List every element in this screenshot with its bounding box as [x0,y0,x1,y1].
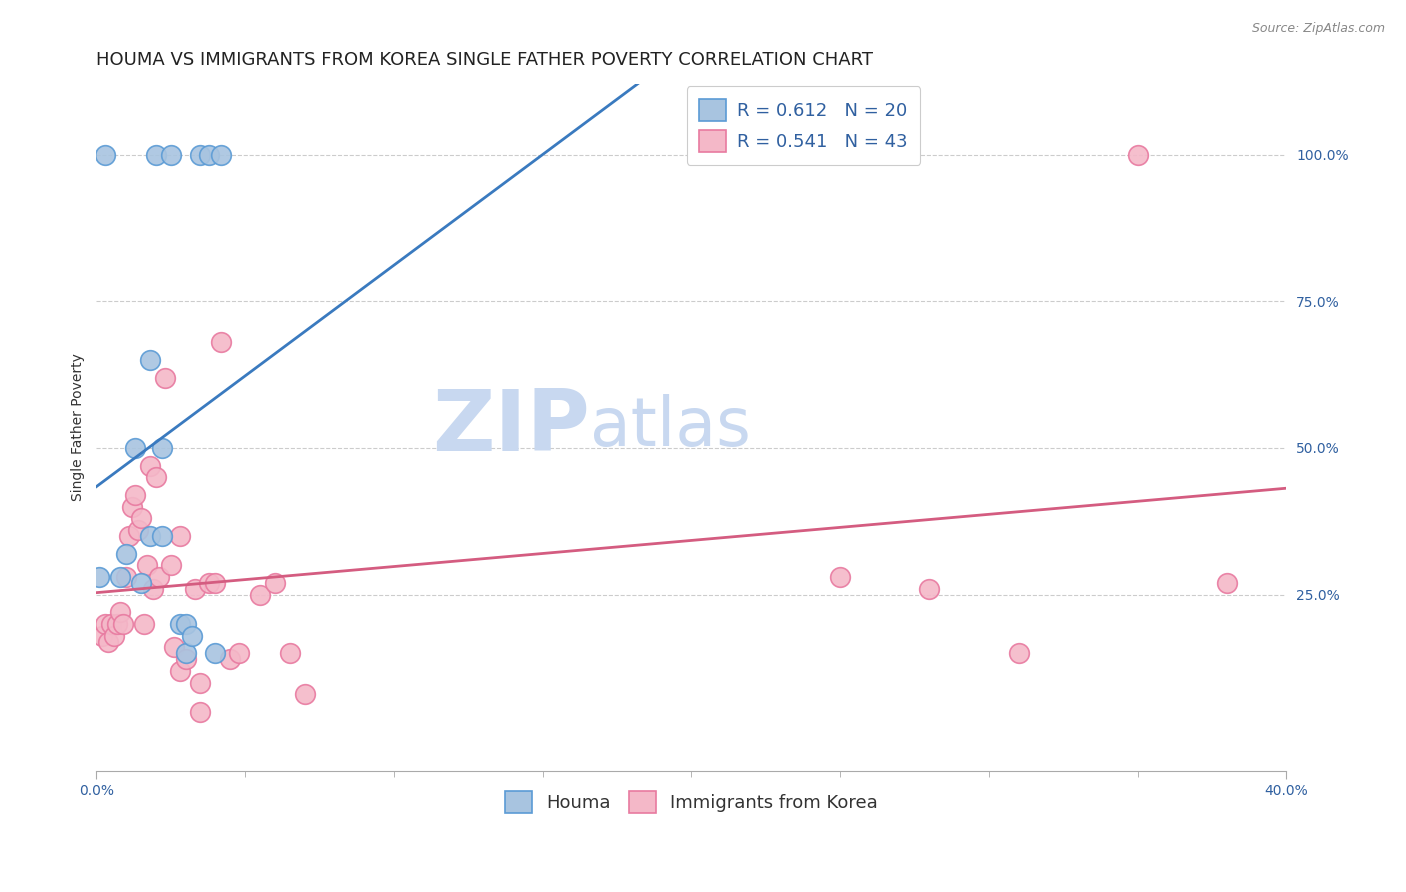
Point [209,147,232,161]
Point [89,570,111,584]
Point [129,511,152,525]
Point [198,147,221,161]
Point [294,687,316,701]
Point [190,705,212,719]
Point [94,147,117,161]
Point [139,529,162,543]
Point [1216,575,1239,590]
Point [249,588,271,602]
Point [108,570,131,584]
Legend: Houma, Immigrants from Korea: Houma, Immigrants from Korea [494,780,889,823]
Point [153,370,176,384]
Point [103,629,125,643]
Point [112,617,135,632]
Y-axis label: Single Father Poverty: Single Father Poverty [72,353,86,501]
Point [105,617,128,632]
Point [163,640,186,655]
Point [190,147,212,161]
Point [115,547,138,561]
Point [136,558,159,573]
Point [94,617,117,632]
Point [121,500,143,514]
Point [190,675,212,690]
Point [180,629,202,643]
Point [209,335,232,350]
Point [918,582,941,596]
Point [132,617,155,632]
Point [174,646,197,660]
Text: ZIP: ZIP [433,386,591,469]
Text: Source: ZipAtlas.com: Source: ZipAtlas.com [1251,22,1385,36]
Point [174,652,197,666]
Point [204,575,226,590]
Point [1008,646,1031,660]
Point [108,605,131,619]
Point [150,441,173,455]
Point [159,558,181,573]
Point [148,570,170,584]
Point [97,634,120,648]
Point [169,529,191,543]
Point [145,147,167,161]
Point [115,570,138,584]
Point [142,582,165,596]
Point [150,529,173,543]
Point [169,617,191,632]
Point [174,617,197,632]
Point [169,664,191,678]
Point [127,523,149,537]
Point [124,488,146,502]
Point [204,646,226,660]
Point [129,575,152,590]
Point [100,617,122,632]
Point [118,529,141,543]
Text: atlas: atlas [591,394,751,460]
Point [1126,147,1149,161]
Point [145,470,167,484]
Point [830,570,852,584]
Point [139,353,162,368]
Point [124,441,146,455]
Point [219,652,242,666]
Text: HOUMA VS IMMIGRANTS FROM KOREA SINGLE FATHER POVERTY CORRELATION CHART: HOUMA VS IMMIGRANTS FROM KOREA SINGLE FA… [97,51,873,69]
Point [263,575,285,590]
Point [159,147,181,161]
Point [91,629,114,643]
Point [139,458,162,473]
Point [228,646,250,660]
Point [183,582,205,596]
Point [278,646,301,660]
Point [198,575,221,590]
